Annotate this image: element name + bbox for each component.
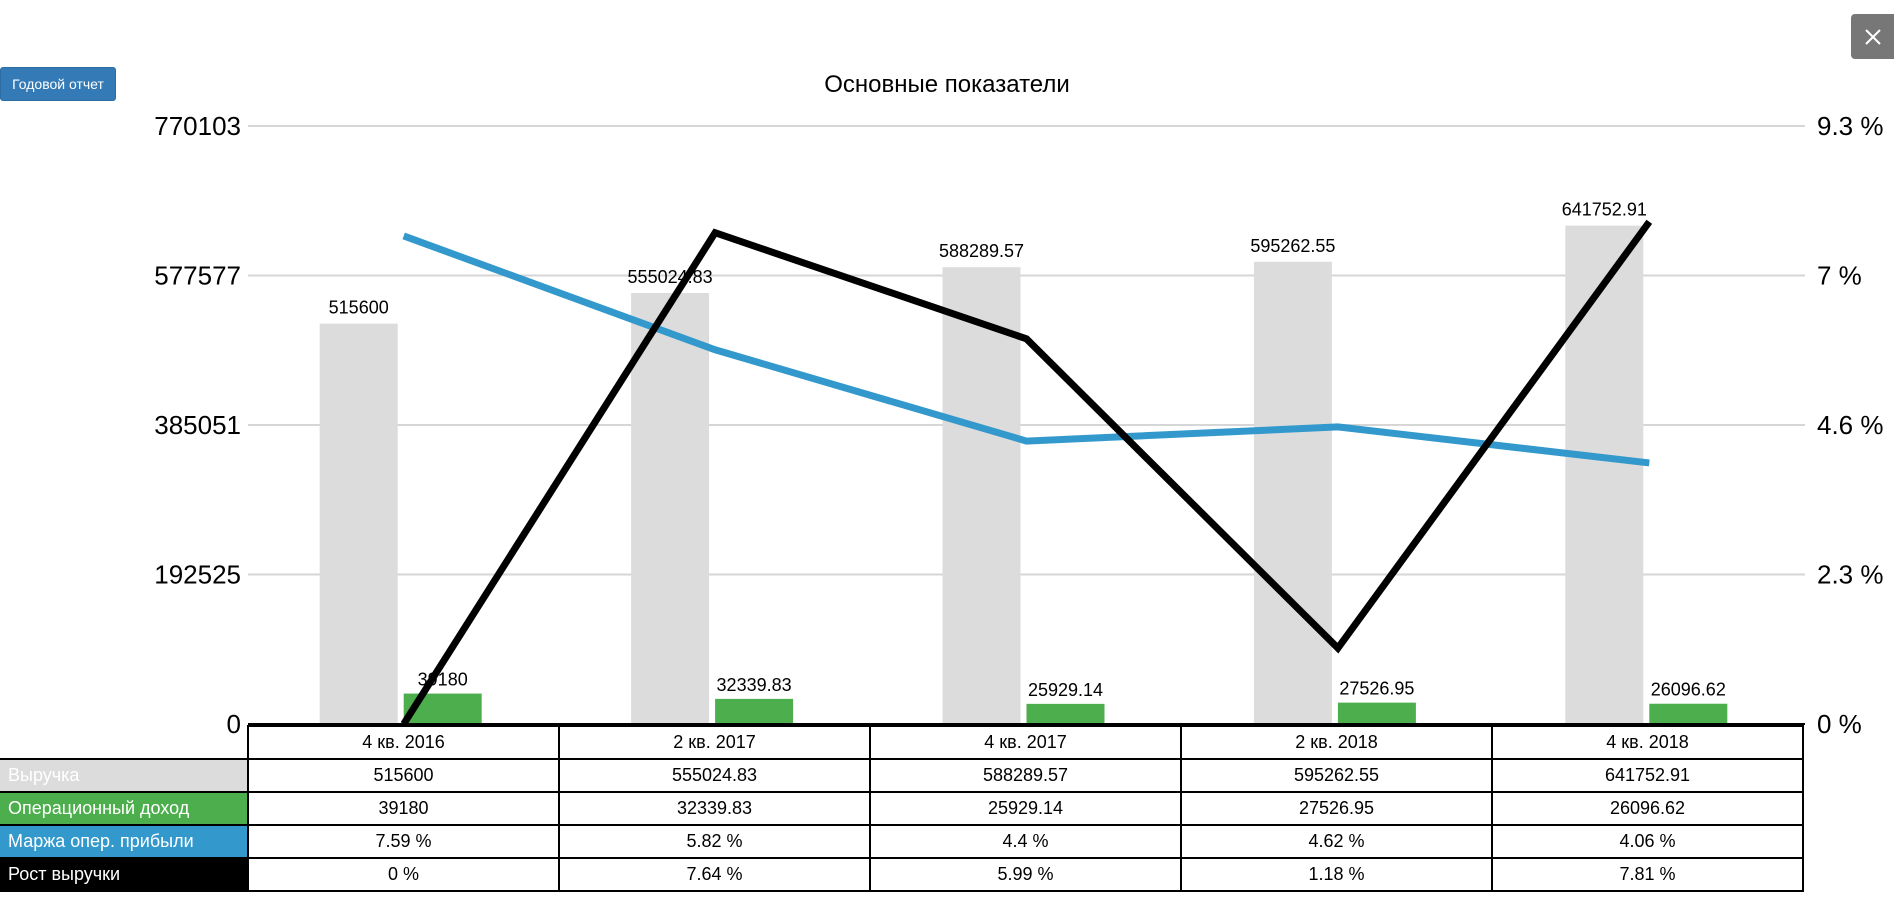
chart-title: Основные показатели xyxy=(824,71,1070,98)
table-cell: 1.18 % xyxy=(1180,857,1493,892)
legend-margin: Маржа опер. прибыли xyxy=(0,824,249,859)
table-header-cell: 4 кв. 2017 xyxy=(869,725,1182,760)
y-axis-right-tick-label: 9.3 % xyxy=(1817,111,1884,141)
table-cell: 27526.95 xyxy=(1180,791,1493,826)
close-button[interactable] xyxy=(1851,14,1894,59)
y-axis-right-tick-label: 2.3 % xyxy=(1817,560,1884,590)
y-axis-left-tick-label: 577577 xyxy=(154,261,241,291)
bar-revenue xyxy=(1253,261,1332,724)
legend-operating-income: Операционный доход xyxy=(0,791,249,826)
table-row-operating-income: Операционный доход 39180 32339.83 25929.… xyxy=(0,791,1804,826)
bar-revenue xyxy=(631,293,710,724)
table-cell: 588289.57 xyxy=(869,758,1182,793)
line-revenue-growth xyxy=(400,219,1653,726)
table-cell: 4.62 % xyxy=(1180,824,1493,859)
line-margin xyxy=(402,232,1650,467)
y-axis-left-tick-label: 385051 xyxy=(154,410,241,440)
bar-revenue xyxy=(1565,225,1644,724)
bar-operating-income xyxy=(715,698,794,724)
table-corner xyxy=(0,726,248,760)
data-label-revenue: 588289.57 xyxy=(939,241,1024,261)
data-label-operating-income: 26096.62 xyxy=(1651,680,1726,700)
table-cell: 25929.14 xyxy=(869,791,1182,826)
table-header-cell: 4 кв. 2016 xyxy=(247,725,560,760)
legend-growth: Рост выручки xyxy=(0,857,249,892)
data-label-operating-income: 32339.83 xyxy=(717,675,792,695)
table-cell: 26096.62 xyxy=(1491,791,1804,826)
y-axis-left-tick-label: 192525 xyxy=(154,560,241,590)
y-axis-right-tick-label: 0 % xyxy=(1817,709,1862,739)
table-cell: 7.64 % xyxy=(558,857,871,892)
bar-operating-income xyxy=(1337,702,1416,724)
table-cell: 641752.91 xyxy=(1491,758,1804,793)
table-cell: 4.4 % xyxy=(869,824,1182,859)
legend-revenue: Выручка xyxy=(0,758,249,793)
table-cell: 5.82 % xyxy=(558,824,871,859)
close-icon xyxy=(1864,28,1881,45)
table-cell: 32339.83 xyxy=(558,791,871,826)
table-cell: 39180 xyxy=(247,791,560,826)
data-label-operating-income: 25929.14 xyxy=(1028,680,1103,700)
table-cell: 4.06 % xyxy=(1491,824,1804,859)
data-label-revenue: 555024.83 xyxy=(628,267,713,287)
y-axis-left-tick-label: 770103 xyxy=(154,111,241,141)
table-cell: 7.81 % xyxy=(1491,857,1804,892)
table-cell: 555024.83 xyxy=(558,758,871,793)
y-axis-right-tick-label: 4.6 % xyxy=(1817,410,1884,440)
table-cell: 515600 xyxy=(247,758,560,793)
bar-operating-income xyxy=(1026,703,1105,724)
bar-revenue xyxy=(319,323,398,724)
table-header-cell: 2 кв. 2017 xyxy=(558,725,871,760)
table-cell: 595262.55 xyxy=(1180,758,1493,793)
annual-report-button[interactable]: Годовой отчет xyxy=(0,67,116,101)
table-row-revenue: Выручка 515600 555024.83 588289.57 59526… xyxy=(0,758,1804,793)
data-label-revenue: 515600 xyxy=(329,298,389,318)
table-header-cell: 2 кв. 2018 xyxy=(1180,725,1493,760)
bar-revenue xyxy=(942,267,1021,724)
table-cell: 0 % xyxy=(247,857,560,892)
data-label-revenue: 641752.91 xyxy=(1562,200,1647,220)
table-row-margin: Маржа опер. прибыли 7.59 % 5.82 % 4.4 % … xyxy=(0,824,1804,859)
y-axis-right-tick-label: 7 % xyxy=(1817,261,1862,291)
bar-operating-income xyxy=(1649,703,1728,724)
table-row-growth: Рост выручки 0 % 7.64 % 5.99 % 1.18 % 7.… xyxy=(0,857,1804,892)
table-cell: 5.99 % xyxy=(869,857,1182,892)
data-table: 4 кв. 2016 2 кв. 2017 4 кв. 2017 2 кв. 2… xyxy=(0,725,1804,892)
table-header-cell: 4 кв. 2018 xyxy=(1491,725,1804,760)
table-cell: 7.59 % xyxy=(247,824,560,859)
data-label-revenue: 595262.55 xyxy=(1250,236,1335,256)
table-header-row: 4 кв. 2016 2 кв. 2017 4 кв. 2017 2 кв. 2… xyxy=(0,725,1804,760)
data-label-operating-income: 27526.95 xyxy=(1339,679,1414,699)
